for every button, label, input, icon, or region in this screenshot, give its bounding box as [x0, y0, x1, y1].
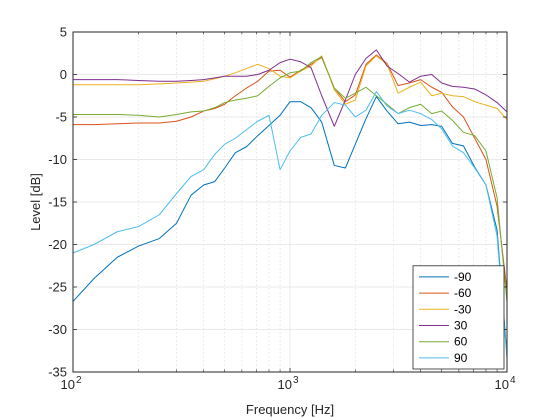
y-tick-label: -30 — [48, 322, 67, 337]
y-tick-label: 5 — [60, 25, 67, 40]
series-line-2 — [73, 55, 508, 120]
legend-label-3: 30 — [454, 319, 468, 333]
y-tick-label: 0 — [60, 67, 67, 82]
y-tick-label: -20 — [48, 237, 67, 252]
x-tick-base: 10 — [61, 377, 75, 392]
y-tick-label: -25 — [48, 280, 67, 295]
x-axis-label: Frequency [Hz] — [246, 402, 334, 417]
series-lines — [72, 49, 508, 359]
series-line-4 — [73, 56, 508, 303]
x-tick-exponent: 4 — [510, 375, 516, 386]
legend-box — [412, 265, 505, 370]
minor-grid — [137, 32, 498, 372]
y-tick-label: -35 — [48, 365, 67, 380]
y-axis-label: Level [dB] — [28, 173, 43, 231]
x-tick-exponent: 3 — [293, 375, 299, 386]
x-tick-labels: 10 2 10 3 10 4 — [61, 375, 516, 392]
y-tick-labels: 5 0 -5 -10 -15 -20 -25 -30 -35 — [48, 25, 67, 380]
x-tick-label: 10 2 — [61, 375, 82, 392]
series-line-3 — [73, 49, 508, 127]
y-tick-label: -5 — [55, 110, 67, 125]
legend-label-0: -90 — [454, 270, 472, 284]
legend-label-5: 90 — [454, 351, 468, 365]
x-tick-base: 10 — [278, 377, 292, 392]
x-tick-base: 10 — [495, 377, 509, 392]
x-tick-exponent: 2 — [76, 375, 82, 386]
legend-label-1: -60 — [454, 286, 472, 300]
x-tick-label: 10 4 — [495, 375, 516, 392]
axis-ticks — [72, 31, 508, 373]
x-tick-label: 10 3 — [278, 375, 299, 392]
legend-label-4: 60 — [454, 335, 468, 349]
legend-label-2: -30 — [454, 302, 472, 316]
series-line-0 — [72, 96, 508, 356]
series-line-5 — [72, 91, 508, 359]
legend: -90 -60 -30 30 60 90 — [412, 265, 505, 370]
y-tick-label: -10 — [48, 152, 67, 167]
y-tick-label: -15 — [48, 195, 67, 210]
